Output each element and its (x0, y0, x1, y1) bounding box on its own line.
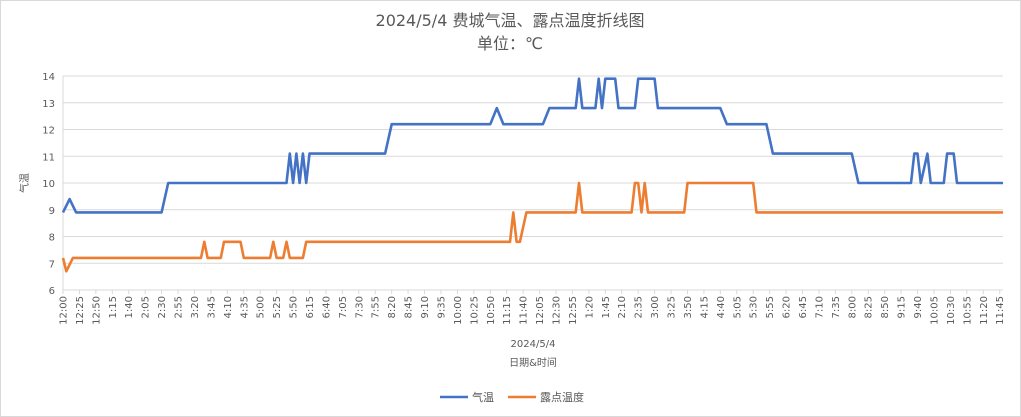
x-tick-label: 11:15 (502, 296, 513, 325)
x-tick-label: 9:40 (913, 296, 924, 318)
x-tick-label: 8:20 (387, 296, 398, 318)
x-tick-label: 11:40 (519, 296, 530, 325)
series-line (61, 77, 1003, 214)
x-tick-label: 9:15 (897, 296, 908, 318)
x-tick-label: 12:50 (91, 296, 102, 325)
x-tick-label: 3:20 (190, 296, 201, 318)
y-tick-labels: 6 7 8 9 10 11 12 13 14 (42, 72, 55, 297)
x-tick-label: 7:55 (371, 296, 382, 318)
x-tick-label: 1:40 (124, 296, 135, 318)
chart-title: 2024/5/4 费城气温、露点温度折线图 (376, 11, 645, 30)
x-tick-label: 7:30 (354, 296, 365, 318)
x-axis-group-label: 2024/5/4 (511, 339, 556, 350)
x-tick-label: 7:10 (814, 296, 825, 318)
x-tick-label: 10:50 (486, 296, 497, 325)
x-tick-label: 3:50 (683, 296, 694, 318)
x-tick-label: 5:05 (732, 296, 743, 318)
x-tick-label: 1:20 (584, 296, 595, 318)
series-line (61, 181, 1003, 273)
x-tick-label: 3:25 (667, 296, 678, 318)
x-tick-label: 12:25 (75, 296, 86, 325)
x-tick-label: 4:35 (239, 296, 250, 318)
x-tick-label: 8:25 (864, 296, 875, 318)
x-tick-label: 5:50 (289, 296, 300, 318)
x-tick-label: 2:10 (617, 296, 628, 318)
x-tick-label: 5:25 (272, 296, 283, 318)
x-tick-label: 9:10 (420, 296, 431, 318)
x-tick-label: 2:55 (174, 296, 185, 318)
x-tick-label: 1:15 (108, 296, 119, 318)
y-tick-label: 14 (42, 72, 55, 83)
x-tick-label: 12:55 (568, 296, 579, 325)
x-tick-label: 10:55 (962, 296, 973, 325)
legend-label: 露点温度 (540, 390, 584, 404)
x-tick-label: 6:40 (321, 296, 332, 318)
y-axis-title: 气温 (18, 173, 31, 193)
x-tick-label: 11:20 (979, 296, 990, 325)
y-tick-label: 13 (42, 99, 55, 110)
x-tick-label: 6:20 (782, 296, 793, 318)
x-tick-label: 2:35 (634, 296, 645, 318)
y-tick-label: 6 (49, 286, 55, 297)
x-tick-label: 3:45 (206, 296, 217, 318)
x-axis-title: 日期&时间 (509, 356, 557, 369)
x-tick-label: 10:30 (946, 296, 957, 325)
x-tick-label: 10:25 (469, 296, 480, 325)
x-tick-label: 2:30 (157, 296, 168, 318)
x-tick-label: 12:05 (535, 296, 546, 325)
x-tick-label: 10:00 (453, 296, 464, 325)
x-tick-label: 12:00 (59, 296, 70, 325)
x-tick-label: 2:05 (141, 296, 152, 318)
y-tick-label: 11 (42, 152, 55, 163)
y-tick-label: 12 (42, 126, 55, 137)
x-tick-label: 1:45 (601, 296, 612, 318)
x-tick-label: 7:35 (831, 296, 842, 318)
x-tick-label: 5:30 (749, 296, 760, 318)
y-tick-label: 10 (42, 179, 55, 190)
x-tick-label: 6:45 (798, 296, 809, 318)
y-tick-label: 8 (49, 233, 55, 244)
y-tick-label: 7 (49, 259, 55, 270)
x-tick-label: 8:45 (404, 296, 415, 318)
x-tick-label: 10:05 (929, 296, 940, 325)
x-tick-label: 8:00 (847, 296, 858, 318)
x-tick-label: 4:10 (223, 296, 234, 318)
y-tick-label: 9 (49, 206, 55, 217)
x-tick-label: 4:15 (699, 296, 710, 318)
x-tick-label: 7:05 (338, 296, 349, 318)
x-tick-label: 8:50 (880, 296, 891, 318)
legend-label: 气温 (472, 390, 494, 404)
x-tick-label: 6:15 (305, 296, 316, 318)
x-tick-label: 4:40 (716, 296, 727, 318)
x-tick-label: 3:00 (650, 296, 661, 318)
legend: 气温 露点温度 (440, 390, 584, 404)
x-tick-label: 12:30 (552, 296, 563, 325)
chart-subtitle: 单位：℃ (477, 34, 543, 53)
x-tick-label: 9:35 (436, 296, 447, 318)
series-lines (61, 77, 1003, 273)
x-tick-label: 11:45 (995, 296, 1006, 325)
x-tick-label: 5:00 (256, 296, 267, 318)
x-tick-labels: 12:00 12:25 12:50 1:15 1:40 2:05 2:30 2:55 3:20 3… (59, 290, 1006, 325)
x-tick-label: 5:55 (765, 296, 776, 318)
